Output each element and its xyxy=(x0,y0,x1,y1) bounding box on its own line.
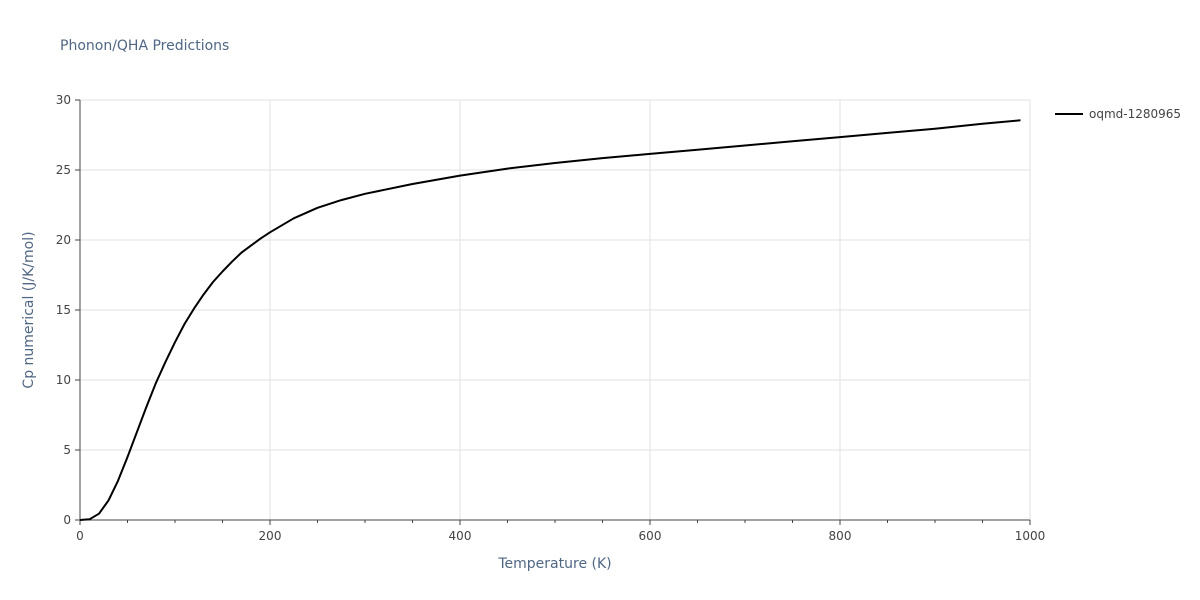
x-tick-label: 0 xyxy=(76,529,84,543)
legend-label: oqmd-1280965 xyxy=(1089,107,1181,121)
x-axis-label: Temperature (K) xyxy=(497,556,611,572)
y-tick-label: 30 xyxy=(56,93,71,107)
x-tick-label: 600 xyxy=(639,529,662,543)
tick-labels: 0 5 10 15 20 25 30 0 200 400 600 800 1000 xyxy=(56,93,1046,543)
y-tick-label: 25 xyxy=(56,163,71,177)
y-tick-label: 10 xyxy=(56,373,71,387)
legend-item[interactable]: oqmd-1280965 xyxy=(1055,107,1181,121)
series-layer xyxy=(79,119,1021,521)
x-tick-label: 200 xyxy=(259,529,282,543)
x-tick-label: 1000 xyxy=(1015,529,1046,543)
y-tick-label: 20 xyxy=(56,233,71,247)
y-tick-label: 15 xyxy=(56,303,71,317)
x-tick-label: 400 xyxy=(449,529,472,543)
legend[interactable]: oqmd-1280965 xyxy=(1055,107,1181,121)
x-tick-label: 800 xyxy=(829,529,852,543)
y-axis-label: Cp numerical (J/K/mol) xyxy=(21,231,37,388)
grid-lines xyxy=(80,99,1031,520)
chart-title: Phonon/QHA Predictions xyxy=(60,38,229,54)
y-tick-label: 0 xyxy=(63,513,71,527)
y-tick-label: 5 xyxy=(63,443,71,457)
axes xyxy=(75,99,1031,525)
series-line xyxy=(79,119,1021,521)
